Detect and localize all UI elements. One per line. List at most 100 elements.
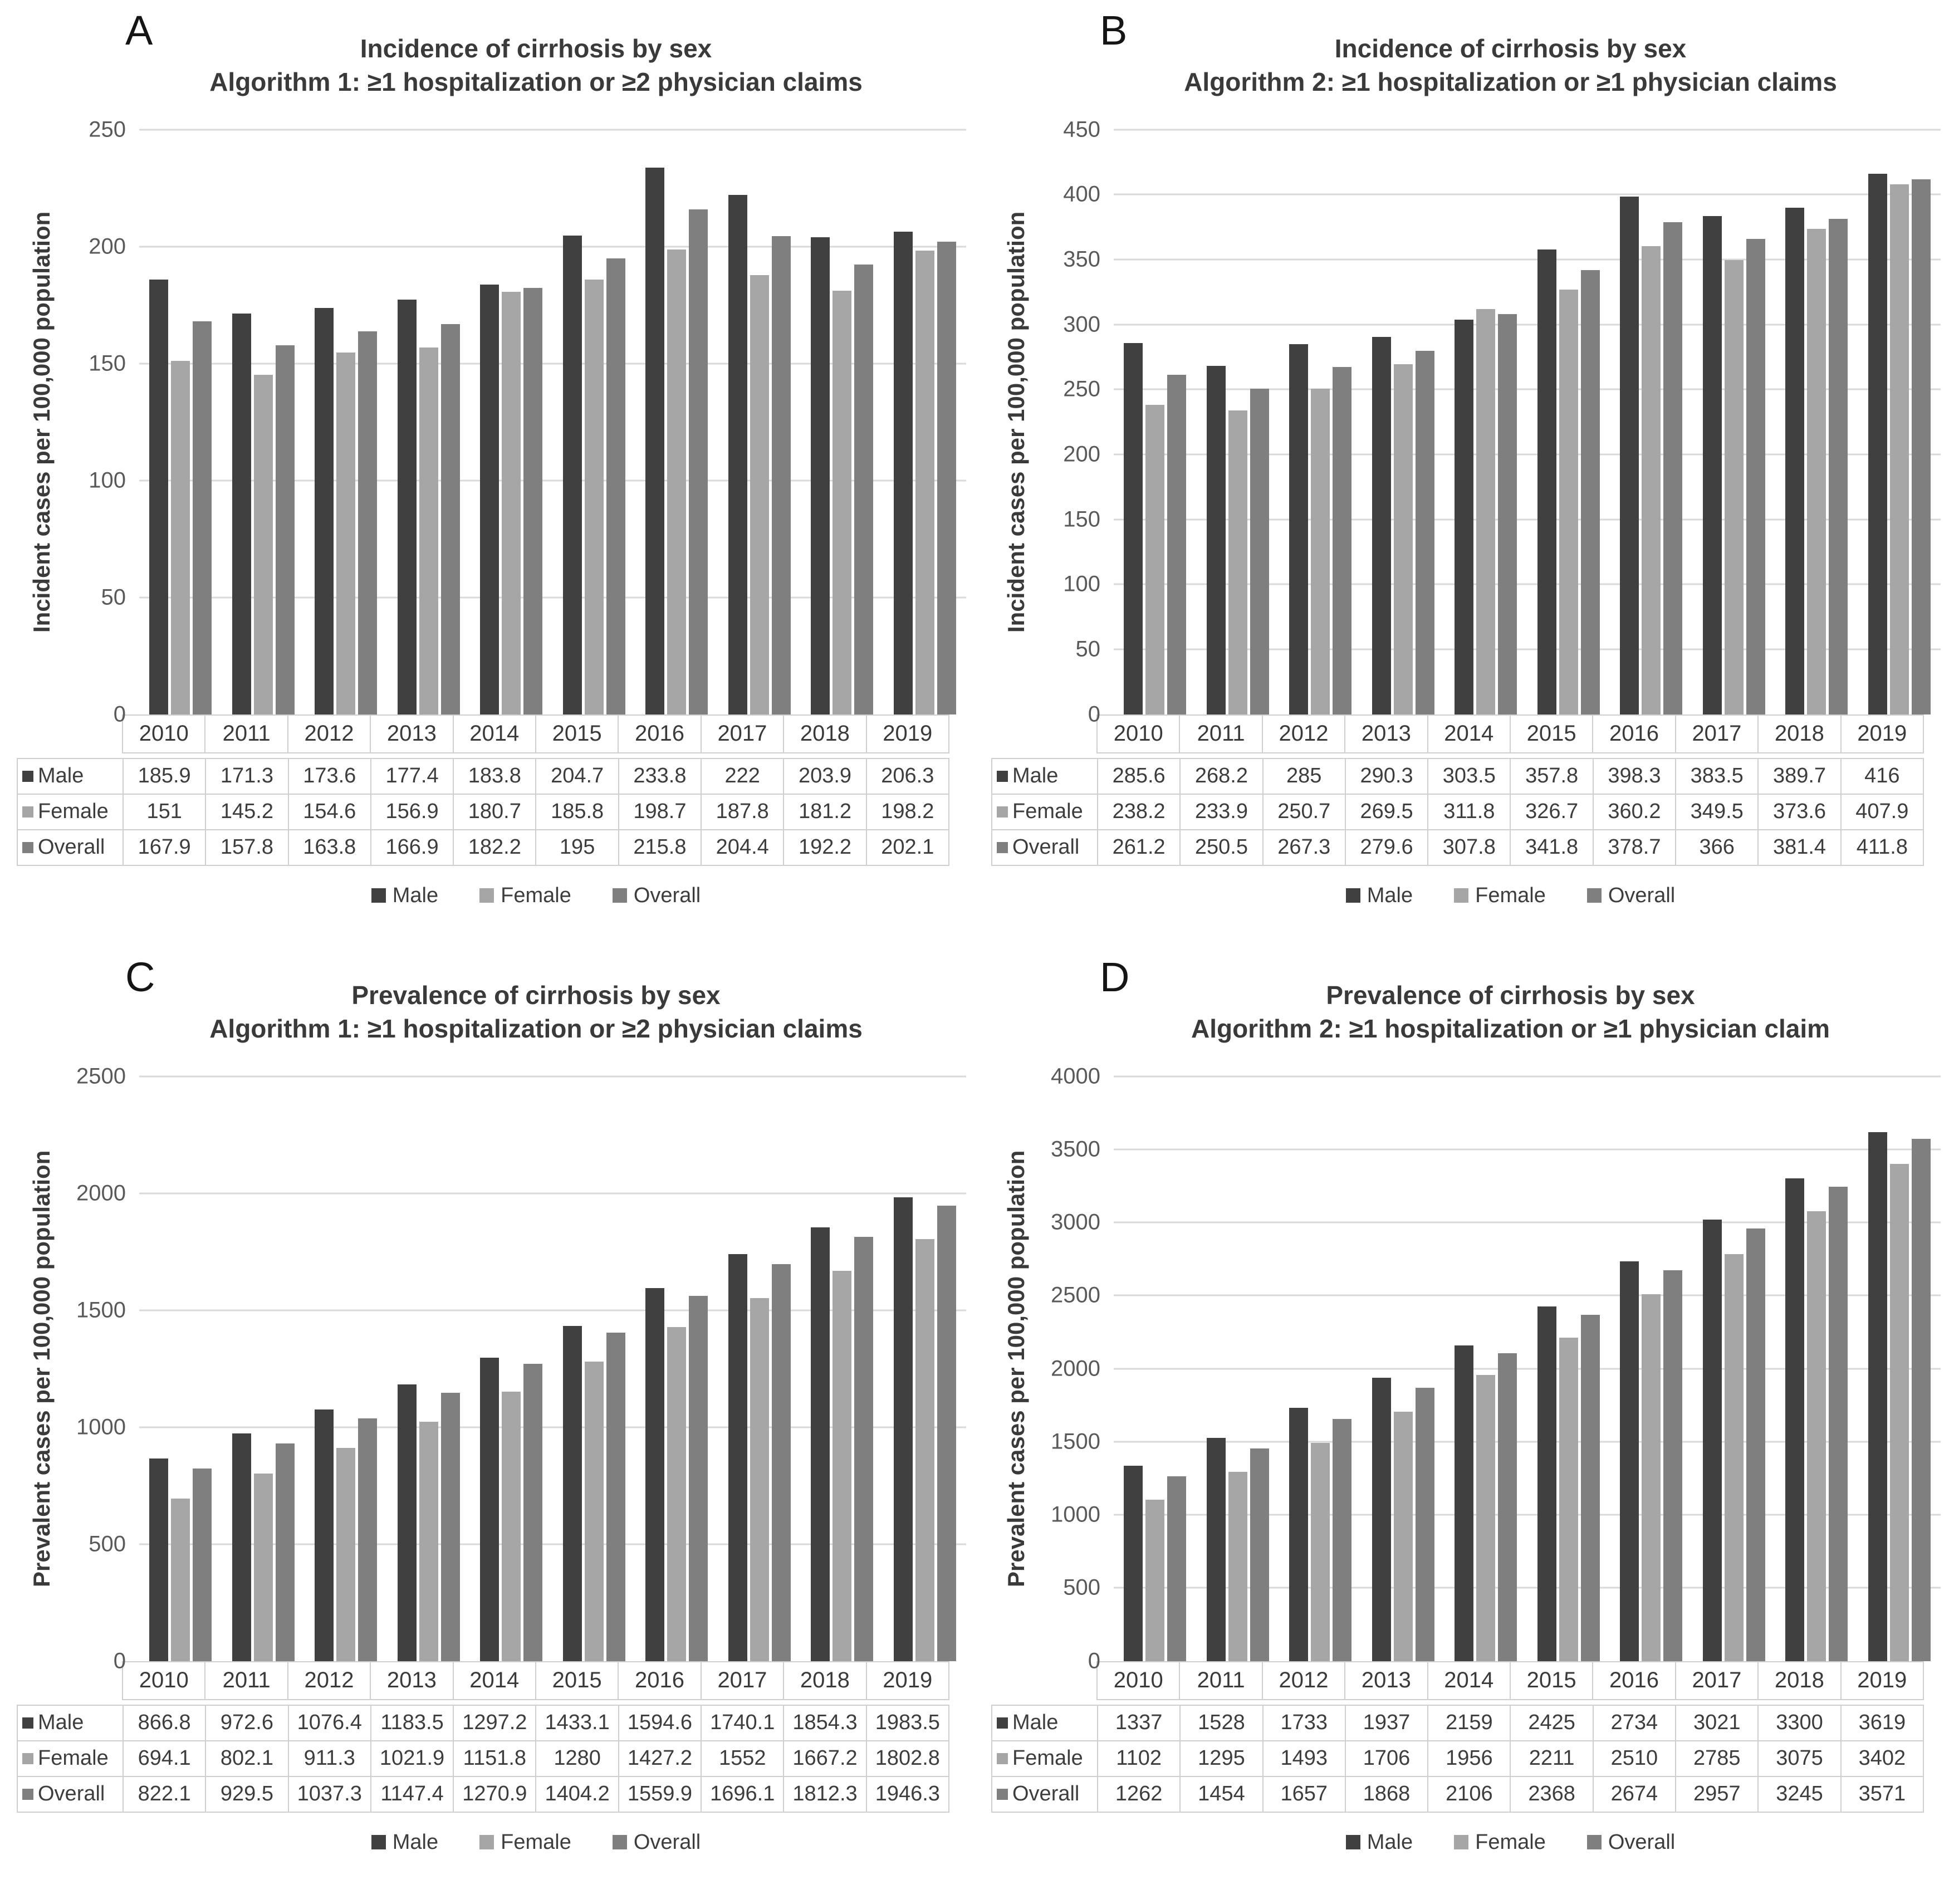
value-cell: 206.3	[865, 757, 950, 795]
series-label: Female	[1012, 800, 1083, 824]
value-cell: 1696.1	[701, 1775, 785, 1813]
year-cell: 2014	[452, 714, 536, 753]
value-cell: 349.5	[1675, 793, 1759, 830]
series-label: Overall	[1012, 835, 1080, 859]
y-tick-label: 50	[101, 585, 126, 610]
y-tick-label: 200	[89, 234, 126, 259]
panel-d: D Prevalence of cirrhosis by sex Algorit…	[974, 947, 1949, 1904]
gridline	[1114, 1441, 1941, 1443]
bar-male	[1455, 1345, 1474, 1661]
table-row-female: Female 151 145.2 154.6 156.9 180.7 185.8 198.7 1…	[17, 793, 950, 830]
series-swatch-icon-male	[22, 770, 33, 782]
row-label-inner: Female	[997, 800, 1096, 824]
value-cell: 357.8	[1510, 757, 1594, 795]
series-label: Overall	[38, 1782, 105, 1806]
value-cell: 802.1	[205, 1740, 289, 1777]
legend-swatch-icon-female	[1454, 1835, 1469, 1850]
year-cell: 2016	[1592, 714, 1676, 753]
value-cell: 2674	[1592, 1775, 1677, 1813]
gridline	[1114, 1221, 1941, 1223]
bar-male	[480, 1357, 500, 1661]
gridline	[1114, 1587, 1941, 1589]
year-cell: 2010	[1096, 1661, 1181, 1700]
bar-overall	[854, 265, 874, 714]
year-cell: 2014	[1427, 714, 1511, 753]
bar-group-2016	[635, 1076, 718, 1661]
bar-group-2016	[635, 130, 718, 714]
value-cell: 267.3	[1262, 829, 1346, 866]
year-header-spacer	[17, 715, 123, 753]
bar-female	[1889, 184, 1909, 714]
bar-female	[1724, 1254, 1744, 1661]
legend-label-overall: Overall	[1608, 1830, 1676, 1854]
series-label: Male	[38, 764, 84, 788]
table-row-male: Male 285.6 268.2 285 290.3 303.5 357.8 398.3 383…	[991, 757, 1924, 795]
chart-title-line1: Incidence of cirrhosis by sex	[360, 34, 712, 63]
bar-female	[1807, 1211, 1826, 1661]
bar-overall	[523, 288, 543, 714]
bar-overall	[1250, 389, 1269, 714]
year-cell: 2012	[287, 714, 371, 753]
bar-female	[1393, 364, 1413, 714]
bar-female	[915, 251, 934, 714]
year-header-row: 2010 2011 2012 2013 2014 2015 2016 2017 2018 2019	[17, 1661, 950, 1700]
legend-item-overall: Overall	[1586, 883, 1676, 908]
bar-male	[1206, 365, 1226, 714]
value-cell: 180.7	[453, 793, 537, 830]
legend-label-male: Male	[1367, 883, 1413, 907]
year-header-table: 2010 2011 2012 2013 2014 2015 2016 2017 2018 2019	[17, 714, 950, 753]
legend-swatch-icon-overall	[1586, 888, 1602, 903]
legend-item-male: Male	[1345, 1830, 1413, 1854]
value-cell: 173.6	[287, 757, 371, 795]
series-swatch-icon-overall	[997, 841, 1008, 853]
year-cell: 2010	[121, 714, 206, 753]
bar-male	[1372, 1378, 1391, 1661]
year-cell: 2014	[452, 1661, 536, 1700]
bar-female	[667, 1327, 687, 1661]
gridline	[1114, 1368, 1941, 1370]
bar-female	[1559, 290, 1578, 714]
value-cell: 1802.8	[865, 1740, 950, 1777]
bar-overall	[1829, 218, 1848, 714]
bar-male	[728, 195, 747, 714]
year-cell: 2015	[1509, 1661, 1594, 1700]
gridline	[1114, 518, 1941, 521]
chart: Prevalent cases per 100,000 population 0…	[991, 1064, 1949, 1673]
value-cell: 177.4	[370, 757, 454, 795]
year-cell: 2016	[1592, 1661, 1676, 1700]
row-label-inner: Overall	[997, 1782, 1096, 1806]
bar-male	[893, 1197, 913, 1661]
row-label-inner: Female	[22, 800, 122, 824]
chart-title-line1: Prevalence of cirrhosis by sex	[351, 981, 721, 1010]
value-cell: 3075	[1757, 1740, 1842, 1777]
bar-female	[419, 347, 438, 714]
legend-label-female: Female	[1475, 883, 1546, 907]
bar-female	[253, 374, 273, 714]
gridline	[139, 1192, 966, 1195]
value-cell: 1427.2	[618, 1740, 702, 1777]
panel-letter: D	[1100, 954, 1130, 1000]
value-cell: 145.2	[205, 793, 289, 830]
value-cell: 2510	[1592, 1740, 1677, 1777]
bar-group-2010	[1114, 1076, 1197, 1661]
value-cell: 192.2	[783, 829, 867, 866]
bar-overall	[1746, 1228, 1765, 1661]
gridline	[139, 1075, 966, 1078]
value-cell: 1868	[1344, 1775, 1429, 1813]
bar-overall	[1415, 351, 1434, 714]
y-axis-label: Incident cases per 100,000 population	[1003, 211, 1029, 633]
year-header-table: 2010 2011 2012 2013 2014 2015 2016 2017 2018 2019	[17, 1661, 950, 1700]
bar-female	[1145, 404, 1165, 714]
value-cell: 154.6	[287, 793, 371, 830]
legend-label-overall: Overall	[1608, 883, 1676, 907]
chart-title: Incidence of cirrhosis by sex Algorithm …	[1097, 16, 1924, 99]
bar-groups	[139, 1076, 966, 1661]
bar-overall	[937, 241, 956, 714]
bar-male	[1868, 173, 1887, 714]
bar-male	[1537, 1306, 1556, 1661]
table-row-male: Male 866.8 972.6 1076.4 1183.5 1297.2 1433.1 15…	[17, 1704, 950, 1741]
gridline	[139, 246, 966, 248]
bar-female	[1642, 246, 1661, 714]
table-row-female: Female 238.2 233.9 250.7 269.5 311.8 326.7 360.…	[991, 793, 1924, 830]
panel-b: B Incidence of cirrhosis by sex Algorith…	[974, 0, 1949, 947]
